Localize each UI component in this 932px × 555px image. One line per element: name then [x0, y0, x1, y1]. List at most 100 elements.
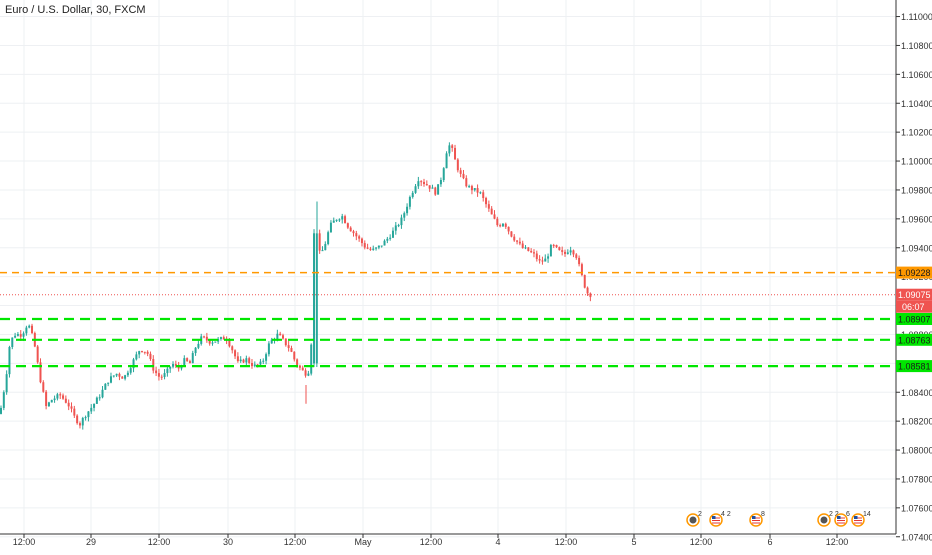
candle-down — [360, 238, 363, 244]
level-price-tag — [896, 360, 932, 373]
candle-down — [366, 247, 369, 249]
candle-up — [2, 392, 5, 408]
horizontal-levels — [0, 271, 896, 368]
candle-down — [121, 376, 124, 379]
candle-up — [414, 186, 417, 193]
candle-up — [22, 333, 25, 337]
candle-up — [310, 344, 313, 374]
candle-down — [425, 184, 428, 186]
candle-down — [143, 351, 146, 353]
candle-up — [28, 325, 31, 328]
candle-down — [586, 287, 589, 294]
candle-up — [397, 225, 400, 227]
candle-up — [191, 353, 194, 364]
candle-up — [524, 247, 527, 249]
countdown-label: 06:07 — [902, 302, 925, 312]
candle-down — [434, 187, 437, 195]
candle-down — [575, 254, 578, 258]
candle-down — [369, 248, 372, 250]
candle-down — [535, 253, 538, 260]
candle-up — [0, 407, 2, 414]
candle-down — [346, 223, 349, 228]
level-price-label: 1.08581 — [898, 362, 931, 372]
candle-down — [298, 365, 301, 368]
price-tick-label: 1.07600 — [901, 503, 932, 513]
candle-down — [428, 185, 431, 189]
candle-up — [194, 347, 197, 354]
candle-up — [245, 358, 248, 363]
candle-down — [290, 348, 293, 352]
candle-down — [62, 395, 65, 399]
level-price-label: 1.08907 — [898, 314, 931, 324]
candle-down — [146, 351, 149, 354]
candle-up — [211, 342, 214, 344]
time-tick-label: 6 — [767, 537, 772, 547]
candle-down — [186, 358, 189, 362]
candle-down — [470, 186, 473, 191]
candle-up — [214, 341, 217, 343]
candle-down — [352, 231, 355, 234]
candle-down — [518, 241, 521, 244]
candle-up — [338, 219, 341, 221]
candle-up — [138, 351, 141, 355]
candle-up — [372, 248, 375, 250]
candle-up — [107, 382, 110, 384]
candle-down — [363, 243, 366, 248]
candle-down — [552, 245, 555, 247]
candle-down — [242, 359, 245, 363]
candle-up — [163, 373, 166, 377]
candle-up — [448, 145, 451, 154]
candle-down — [318, 233, 321, 251]
price-tick-label: 1.10600 — [901, 70, 932, 80]
candle-up — [166, 368, 169, 374]
candle-up — [87, 411, 90, 418]
price-tick-label: 1.07800 — [901, 474, 932, 484]
time-tick-label: 12:00 — [555, 537, 578, 547]
price-tick-label: 1.07400 — [901, 532, 932, 542]
candle-down — [465, 178, 468, 187]
candle-down — [174, 364, 177, 366]
price-tick-label: 1.09600 — [901, 214, 932, 224]
candle-up — [112, 375, 115, 377]
candle-down — [287, 345, 290, 349]
candle-up — [126, 372, 129, 376]
candle-up — [104, 383, 107, 390]
candle-down — [118, 373, 121, 377]
candle-down — [149, 353, 152, 360]
candle-down — [580, 264, 583, 276]
candle-down — [282, 335, 284, 339]
level-price-tag — [896, 266, 932, 279]
candle-down — [555, 245, 558, 248]
candle-up — [307, 373, 310, 376]
candle-up — [276, 333, 279, 340]
candle-up — [400, 217, 403, 226]
candle-down — [31, 325, 34, 334]
candle-down — [499, 225, 502, 227]
candle-up — [324, 244, 327, 251]
candle-down — [541, 260, 544, 262]
price-axis[interactable]: 1.07400 1.07600 1.07800 1.08000 1.08200 1.084… — [895, 0, 932, 542]
time-axis[interactable]: 12:00 29 12:00 30 12:00 May 12:00 4 12:00 5 12:00 6… — [0, 533, 896, 547]
candle-down — [222, 337, 225, 340]
candle-down — [530, 250, 533, 253]
candle-up — [375, 247, 378, 249]
candle-down — [589, 293, 592, 298]
candle-down — [39, 362, 42, 383]
candle-up — [81, 418, 84, 426]
candle-down — [487, 204, 490, 209]
candle-down — [451, 145, 454, 148]
candle-up — [329, 222, 332, 233]
candle-up — [11, 337, 14, 348]
time-tick-label: 30 — [223, 537, 233, 547]
candle-down — [78, 423, 81, 426]
candle-down — [256, 364, 259, 366]
time-tick-label: 12:00 — [284, 537, 307, 547]
chart-title: Euro / U.S. Dollar, 30, FXCM — [5, 4, 146, 16]
candle-up — [270, 339, 273, 344]
candle-down — [188, 361, 191, 364]
candle-down — [485, 198, 488, 205]
flag-canton — [837, 516, 841, 519]
candle-down — [76, 415, 79, 424]
